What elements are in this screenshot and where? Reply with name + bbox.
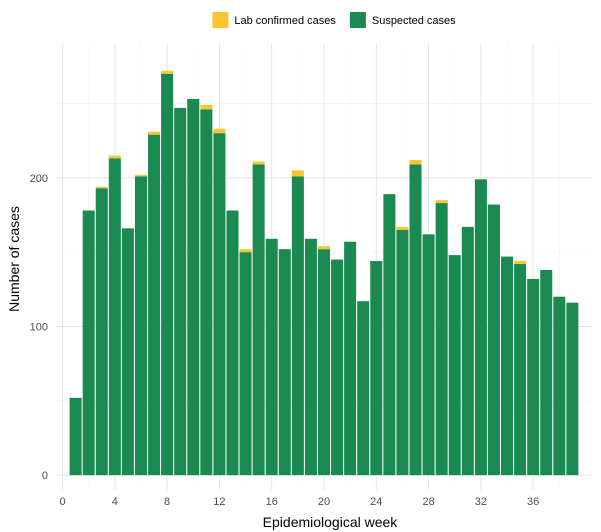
- bar-suspected: [435, 203, 448, 476]
- bar-suspected: [121, 228, 134, 476]
- bar-suspected: [69, 397, 82, 476]
- bar-suspected: [540, 269, 553, 476]
- y-tick-label: 100: [30, 321, 48, 333]
- bar-suspected: [317, 249, 331, 476]
- bar-suspected: [566, 302, 579, 476]
- bar-lab-confirmed: [148, 131, 161, 135]
- x-tick-label: 24: [370, 496, 382, 508]
- bar-suspected: [331, 259, 344, 476]
- bar-lab-confirmed: [252, 161, 265, 165]
- y-tick-label: 0: [42, 470, 48, 482]
- bar-suspected: [448, 255, 461, 476]
- legend-label: Lab confirmed cases: [234, 15, 336, 27]
- x-tick-label: 8: [164, 496, 170, 508]
- bar-suspected: [487, 204, 500, 476]
- bar-suspected: [461, 226, 474, 476]
- bar-suspected: [396, 229, 409, 476]
- x-tick-label: 20: [318, 496, 330, 508]
- bar-lab-confirmed: [134, 174, 147, 177]
- x-tick-label: 16: [266, 496, 278, 508]
- bar-lab-confirmed: [409, 159, 422, 165]
- x-axis: 0 4 8 12 16 20 24 28 32 36: [59, 496, 539, 508]
- bar-lab-confirmed: [161, 70, 174, 74]
- bar-suspected: [553, 296, 566, 476]
- x-tick-label: 36: [527, 496, 539, 508]
- bar-suspected: [357, 301, 370, 476]
- y-axis: 0 100 200: [30, 173, 48, 482]
- bar-lab-confirmed: [200, 104, 213, 110]
- bar-suspected: [252, 164, 265, 476]
- bar-lab-confirmed: [108, 155, 121, 159]
- bar-suspected: [304, 238, 317, 476]
- legend-label: Suspected cases: [372, 15, 456, 27]
- bar-suspected: [474, 179, 487, 476]
- bar-suspected: [226, 210, 239, 476]
- bar-suspected: [527, 278, 540, 476]
- bar-suspected: [370, 261, 383, 476]
- legend: Lab confirmed cases Suspected cases: [212, 12, 456, 28]
- y-tick-label: 200: [30, 173, 48, 185]
- bar-suspected: [148, 134, 161, 476]
- bar-suspected: [383, 194, 396, 476]
- x-tick-label: 4: [112, 496, 118, 508]
- bars: [69, 70, 579, 476]
- bar-suspected: [82, 210, 95, 476]
- bar-suspected: [291, 176, 304, 476]
- bar-suspected: [501, 256, 514, 476]
- bar-suspected: [514, 264, 527, 476]
- bar-suspected: [422, 234, 435, 476]
- bar-lab-confirmed: [239, 249, 252, 253]
- bar-suspected: [134, 176, 147, 476]
- bar-suspected: [187, 99, 200, 476]
- bar-suspected: [265, 238, 278, 476]
- bar-suspected: [409, 164, 422, 476]
- y-axis-title: Number of cases: [6, 206, 22, 312]
- bar-suspected: [161, 73, 174, 476]
- bar-suspected: [174, 107, 187, 476]
- bar-suspected: [200, 109, 213, 476]
- bar-lab-confirmed: [396, 226, 409, 230]
- bar-suspected: [108, 158, 121, 476]
- bar-suspected: [95, 188, 108, 476]
- x-axis-title: Epidemiological week: [263, 514, 399, 530]
- legend-key: [212, 12, 229, 28]
- bar-lab-confirmed: [213, 128, 226, 134]
- x-tick-label: 28: [422, 496, 434, 508]
- bar-suspected: [213, 133, 226, 476]
- bar-lab-confirmed: [95, 186, 108, 189]
- legend-key: [349, 12, 366, 28]
- bar-suspected: [344, 241, 357, 476]
- bar-suspected: [278, 249, 291, 476]
- bar-lab-confirmed: [317, 246, 331, 250]
- x-tick-label: 0: [59, 496, 65, 508]
- bar-lab-confirmed: [291, 170, 304, 177]
- bar-suspected: [239, 252, 252, 476]
- bar-lab-confirmed: [514, 261, 527, 265]
- x-tick-label: 32: [475, 496, 487, 508]
- x-tick-label: 12: [213, 496, 225, 508]
- bar-lab-confirmed: [435, 200, 448, 204]
